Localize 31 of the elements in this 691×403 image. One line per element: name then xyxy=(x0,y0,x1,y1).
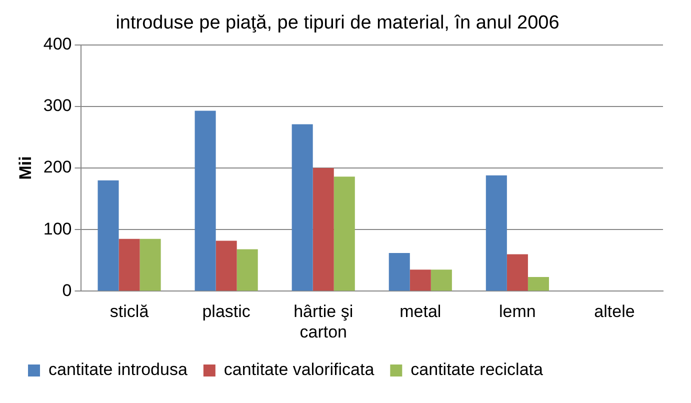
bar xyxy=(118,238,140,291)
bar xyxy=(216,240,237,291)
x-tick-label: metal xyxy=(400,302,442,322)
legend-label: cantitate reciclata xyxy=(410,360,544,380)
bar xyxy=(334,176,355,291)
y-tick-label: 400 xyxy=(43,34,72,54)
x-tick-label: sticlă xyxy=(110,302,150,322)
bar xyxy=(312,168,334,291)
bar xyxy=(506,254,528,291)
bar xyxy=(486,175,507,291)
bar xyxy=(98,180,119,291)
y-tick-label: 200 xyxy=(43,158,72,177)
x-tick-label: altele xyxy=(594,302,635,322)
chart-title: introduse pe piaţă, pe tipuri de material, în anul 2006 xyxy=(116,12,560,34)
bar xyxy=(194,110,216,291)
y-tick-label: 300 xyxy=(43,96,72,116)
bar xyxy=(388,253,410,291)
bar xyxy=(236,249,258,291)
bar xyxy=(410,270,431,291)
x-tick-label: lemn xyxy=(499,302,536,322)
x-tick-label: hârtie şi carton xyxy=(294,302,354,342)
y-axis-title: Mii xyxy=(16,156,35,180)
y-tick-label: 0 xyxy=(62,280,72,300)
legend-label: cantitate valorificata xyxy=(224,360,375,380)
bar xyxy=(528,277,549,291)
bar xyxy=(292,124,313,291)
y-tick-label: 100 xyxy=(43,219,72,238)
bar xyxy=(430,270,452,291)
legend-label: cantitate introdusa xyxy=(48,360,188,380)
x-tick-label: plastic xyxy=(202,302,251,322)
bar xyxy=(140,238,161,291)
